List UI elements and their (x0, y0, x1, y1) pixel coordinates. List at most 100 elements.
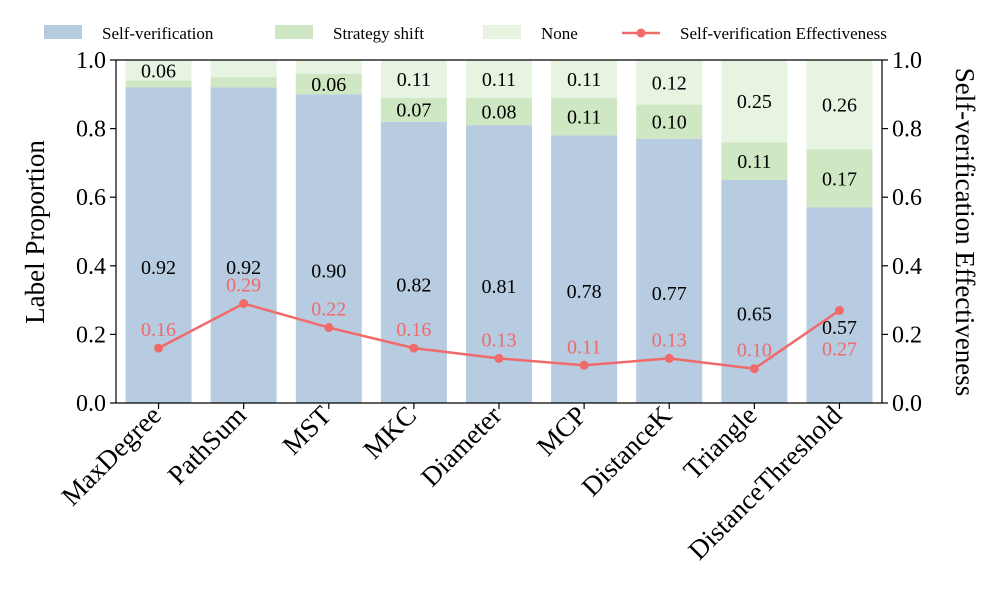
legend-marker-effectiveness (636, 28, 646, 38)
y2-tick-label: 0.8 (892, 117, 922, 143)
bar-none-Diameter (466, 60, 532, 98)
bar-self-verification-PathSum (210, 87, 277, 403)
value-label-none-MCP: 0.11 (567, 69, 601, 91)
effectiveness-label-MaxDegree: 0.16 (141, 319, 176, 341)
y-axis-title: Label Proportion (20, 140, 50, 324)
bar-none-MST (295, 60, 362, 74)
value-label-none-DistanceThreshold: 0.26 (822, 95, 857, 117)
bar-self-verification-DistanceThreshold (806, 207, 873, 403)
effectiveness-point-Triangle (749, 364, 759, 374)
value-label-strategy-shift-DistanceThreshold: 0.17 (822, 168, 857, 190)
legend-swatch-strategy-shift (275, 25, 313, 39)
x-tick-label-MCP: MCP (531, 400, 593, 462)
value-label-strategy-shift-MKC: 0.07 (396, 100, 431, 122)
y-tick-label: 0.0 (76, 391, 106, 417)
value-label-strategy-shift-MCP: 0.11 (567, 107, 601, 129)
effectiveness-label-Diameter: 0.13 (482, 329, 517, 351)
value-labels-group: 0.92 0.06 0.92 0.90 0.06 0.82 0.07 0.11 0.81 0.08… (141, 60, 857, 339)
effectiveness-label-MCP: 0.11 (567, 336, 601, 358)
y2-tick-label: 0.4 (892, 254, 922, 280)
value-label-self-verification-PathSum: 0.92 (226, 257, 261, 279)
y2-axis-title: Self-verification Effectiveness (950, 68, 980, 397)
effectiveness-point-MaxDegree (154, 343, 164, 353)
y2-tick-label: 0.2 (892, 322, 922, 348)
bar-none-PathSum (210, 60, 277, 78)
bar-strategy-shift-MaxDegree (125, 80, 192, 88)
value-label-self-verification-MST: 0.90 (311, 261, 346, 283)
bar-strategy-shift-MCP (551, 97, 618, 136)
bar-strategy-shift-DistanceThreshold (806, 149, 873, 208)
x-tick-label-MaxDegree: MaxDegree (55, 400, 166, 511)
bar-self-verification-DistanceK (636, 138, 703, 403)
x-tick-label-DistanceK: DistanceK (576, 400, 678, 502)
bar-none-DistanceThreshold (806, 60, 873, 150)
y2-tick-label: 0.0 (892, 391, 922, 417)
x-tick-label-DistanceThreshold: DistanceThreshold (682, 400, 848, 566)
effectiveness-label-MKC: 0.16 (396, 319, 431, 341)
y-tick-label: 0.4 (76, 254, 106, 280)
y2-tick-label: 1.0 (892, 48, 922, 74)
effectiveness-point-DistanceThreshold (834, 305, 844, 315)
effectiveness-point-DistanceK (664, 353, 674, 363)
value-label-none-MKC: 0.11 (397, 69, 431, 91)
bar-none-Triangle (721, 60, 788, 143)
bar-none-MCP (551, 60, 618, 98)
value-label-self-verification-DistanceK: 0.77 (652, 283, 687, 305)
value-label-self-verification-DistanceThreshold: 0.57 (822, 317, 857, 339)
value-label-self-verification-MKC: 0.82 (396, 274, 431, 296)
bar-self-verification-MKC (380, 121, 447, 404)
legend-label-none: None (541, 24, 578, 43)
legend-label-self-verification: Self-verification (102, 24, 214, 43)
value-label-self-verification-Diameter: 0.81 (482, 276, 517, 298)
bar-strategy-shift-DistanceK (636, 104, 703, 139)
y2-tick-label: 0.6 (892, 185, 922, 211)
effectiveness-point-MCP (579, 360, 589, 370)
value-label-strategy-shift-Triangle: 0.11 (737, 151, 771, 173)
bar-strategy-shift-Triangle (721, 142, 788, 181)
value-label-self-verification-MaxDegree: 0.92 (141, 257, 176, 279)
effectiveness-point-PathSum (239, 299, 249, 309)
y-tick-label: 0.2 (76, 322, 106, 348)
x-tick-label-PathSum: PathSum (162, 400, 252, 490)
x-tick-label-Diameter: Diameter (415, 400, 507, 492)
effectiveness-label-Triangle: 0.10 (737, 340, 772, 362)
effectiveness-point-MKC (409, 343, 419, 353)
bar-none-DistanceK (636, 60, 703, 105)
bar-none-MKC (380, 60, 447, 98)
x-tick-label-MKC: MKC (357, 400, 422, 465)
legend-swatch-self-verification (44, 25, 82, 39)
value-label-strategy-shift-MST: 0.06 (311, 74, 346, 96)
effectiveness-line-group: 0.16 0.29 0.22 0.16 0.13 0.11 0.13 0.10 0.27 (141, 275, 857, 374)
bar-self-verification-MaxDegree (125, 87, 192, 403)
value-label-none-MaxDegree: 0.06 (141, 60, 176, 82)
bar-self-verification-MST (295, 94, 362, 404)
x-tick-label-Triangle: Triangle (677, 400, 762, 485)
bars-group (125, 60, 873, 404)
bar-none-MaxDegree (125, 60, 192, 81)
y-tick-label: 1.0 (76, 48, 106, 74)
y-tick-label: 0.6 (76, 185, 106, 211)
bar-strategy-shift-MST (295, 73, 362, 95)
bar-strategy-shift-PathSum (210, 77, 277, 88)
legend: Self-verification Strategy shift None Self-… (44, 24, 887, 43)
y-tick-label: 0.8 (76, 117, 106, 143)
bar-strategy-shift-Diameter (466, 97, 532, 126)
effectiveness-point-MST (324, 323, 334, 333)
value-label-strategy-shift-Diameter: 0.08 (482, 101, 517, 123)
effectiveness-label-PathSum: 0.29 (226, 275, 261, 297)
legend-label-strategy-shift: Strategy shift (333, 24, 424, 43)
value-label-self-verification-Triangle: 0.65 (737, 304, 772, 326)
effectiveness-label-MST: 0.22 (311, 299, 346, 321)
value-label-none-DistanceK: 0.12 (652, 72, 687, 94)
bar-strategy-shift-MKC (380, 97, 447, 122)
value-label-strategy-shift-DistanceK: 0.10 (652, 112, 687, 134)
value-label-self-verification-MCP: 0.78 (567, 281, 602, 303)
value-label-none-Diameter: 0.11 (482, 69, 516, 91)
effectiveness-label-DistanceThreshold: 0.27 (822, 338, 857, 360)
legend-label-effectiveness: Self-verification Effectiveness (680, 24, 887, 43)
legend-swatch-none (483, 25, 521, 39)
bar-self-verification-MCP (551, 135, 618, 403)
value-label-none-Triangle: 0.25 (737, 91, 772, 113)
effectiveness-point-Diameter (494, 353, 504, 363)
